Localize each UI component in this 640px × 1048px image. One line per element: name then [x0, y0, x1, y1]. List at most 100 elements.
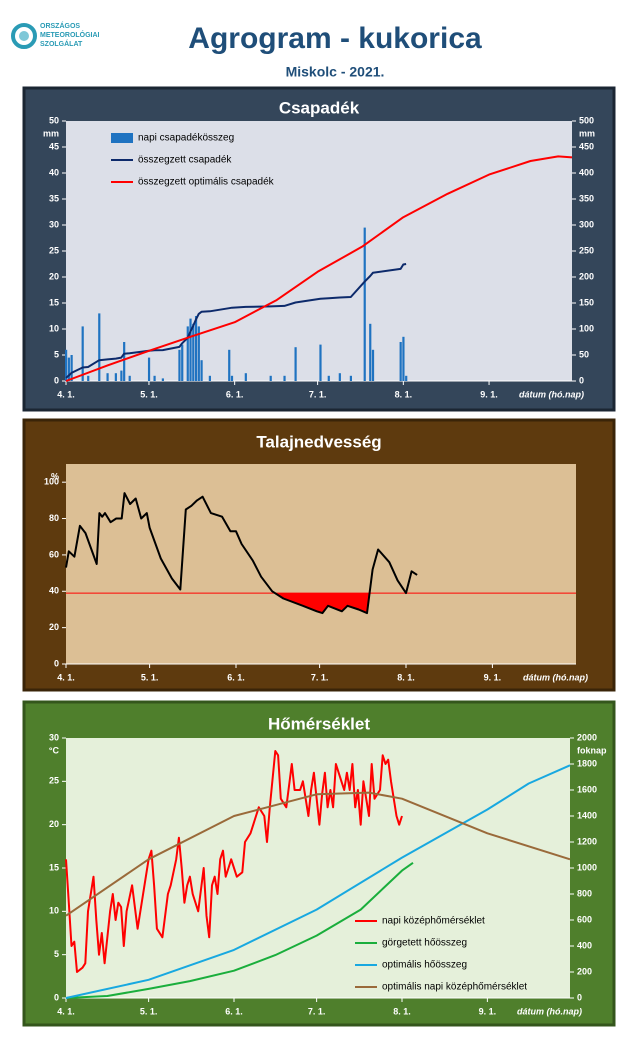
bar	[106, 373, 109, 381]
bar	[192, 323, 195, 381]
legend-label: görgetett hőösszeg	[382, 938, 467, 949]
page-title: Agrogram - kukorica	[188, 22, 482, 55]
plot-area	[66, 464, 576, 664]
bar	[405, 375, 408, 381]
bar	[153, 375, 156, 381]
chart-title: Hőmérséklet	[268, 714, 370, 733]
x-tick-label: 5. 1.	[140, 1006, 158, 1016]
bar	[269, 375, 272, 381]
y2-tick-label: 1400	[577, 810, 597, 820]
x-tick-label: 6. 1.	[226, 389, 244, 399]
bar	[363, 227, 366, 381]
bar	[189, 318, 192, 381]
logo-dot	[19, 31, 29, 41]
y-tick-label: 15	[49, 862, 59, 872]
y2-tick-label: 400	[577, 940, 592, 950]
line	[65, 155, 573, 382]
x-tick-label: 5. 1.	[141, 672, 159, 682]
y-tick-label: 30	[49, 219, 59, 229]
bar	[230, 375, 234, 381]
y2-tick-label: 100	[579, 323, 594, 333]
x-axis-label: dátum (hó.nap)	[519, 389, 584, 399]
y-tick-label: 30	[49, 732, 59, 742]
y2-axis-label: mm	[579, 128, 595, 138]
x-axis-label: dátum (hó.nap)	[517, 1006, 582, 1016]
legend-label: összegzett csapadék	[138, 155, 232, 166]
y-tick-label: 50	[49, 115, 59, 125]
y-tick-label: 60	[49, 549, 59, 559]
bar	[178, 349, 181, 381]
chart-title: Csapadék	[279, 98, 360, 117]
bar	[319, 344, 322, 381]
y-tick-label: 10	[49, 323, 59, 333]
y-tick-label: 80	[49, 513, 59, 523]
bar	[81, 326, 84, 381]
y-tick-label: 0	[54, 375, 59, 385]
logo-text: METEOROLÓGIAI	[40, 30, 100, 39]
y-tick-label: 40	[49, 167, 59, 177]
y2-tick-label: 500	[579, 115, 594, 125]
bar	[186, 326, 189, 381]
logo-text: SZOLGÁLAT	[40, 39, 83, 48]
deficit-area	[66, 593, 418, 614]
legend-swatch	[111, 133, 133, 143]
legend-label: optimális hőösszeg	[382, 960, 467, 971]
y2-tick-label: 200	[579, 271, 594, 281]
y-tick-label: 100	[44, 477, 59, 487]
bar	[194, 316, 198, 381]
y-tick-label: 20	[49, 622, 59, 632]
y2-tick-label: 0	[579, 375, 584, 385]
line	[65, 263, 407, 379]
x-tick-label: 7. 1.	[311, 672, 329, 682]
bar	[67, 357, 70, 381]
bar	[120, 370, 123, 381]
y-axis-label: %	[51, 471, 59, 481]
y-tick-label: 5	[54, 949, 59, 959]
y-tick-label: 25	[49, 245, 59, 255]
y-tick-label: 35	[49, 193, 59, 203]
x-tick-label: 4. 1.	[57, 389, 75, 399]
x-tick-label: 4. 1.	[57, 1006, 75, 1016]
legend-label: napi csapadékösszeg	[138, 133, 234, 144]
y2-tick-label: 50	[579, 349, 589, 359]
x-tick-label: 8. 1.	[395, 389, 413, 399]
y2-tick-label: 250	[579, 245, 594, 255]
y2-tick-label: 1600	[577, 784, 597, 794]
bar	[208, 375, 211, 381]
x-tick-label: 7. 1.	[308, 1006, 326, 1016]
bar	[327, 375, 330, 381]
bar	[123, 342, 126, 381]
bar	[200, 360, 203, 381]
legend-label: optimális napi középhőmérséklet	[382, 982, 527, 993]
y2-tick-label: 400	[579, 167, 594, 177]
chart-title: Talajnedvesség	[256, 432, 381, 451]
logo-text: ORSZÁGOS	[40, 21, 80, 30]
line	[65, 764, 571, 999]
logo-ring	[11, 23, 37, 49]
line	[65, 791, 571, 917]
y-tick-label: 0	[54, 992, 59, 1002]
y2-tick-label: 0	[577, 992, 582, 1002]
x-tick-label: 9. 1.	[479, 1006, 497, 1016]
bar	[294, 347, 297, 381]
x-tick-label: 8. 1.	[397, 672, 415, 682]
bar	[161, 378, 164, 381]
x-axis-label: dátum (hó.nap)	[523, 672, 588, 682]
y2-tick-label: 600	[577, 914, 592, 924]
x-tick-label: 9. 1.	[480, 389, 498, 399]
y-tick-label: 5	[54, 349, 59, 359]
y2-axis-label: foknap	[577, 745, 607, 755]
y-tick-label: 40	[49, 586, 59, 596]
y2-tick-label: 1800	[577, 758, 597, 768]
y-tick-label: 15	[49, 297, 59, 307]
y-tick-label: 25	[49, 776, 59, 786]
line	[65, 861, 414, 999]
bar	[402, 336, 405, 381]
bar	[98, 313, 101, 381]
bar	[181, 344, 184, 381]
bar	[244, 373, 247, 381]
y2-tick-label: 1000	[577, 862, 597, 872]
bar	[147, 357, 151, 381]
y2-tick-label: 150	[579, 297, 594, 307]
